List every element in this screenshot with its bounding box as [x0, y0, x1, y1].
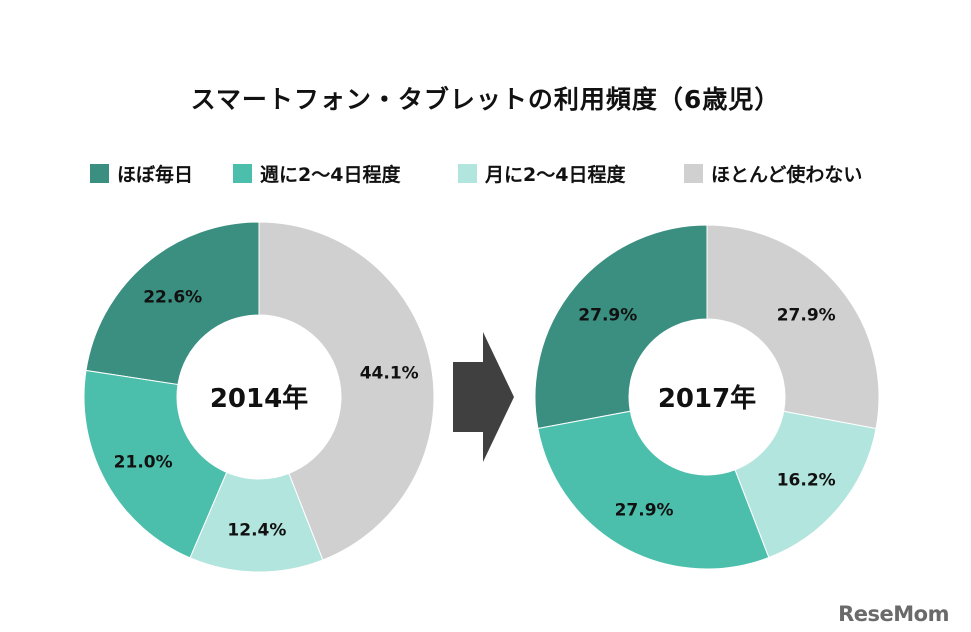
slice-weekly-2014年 [83, 369, 228, 559]
legend-label-rarely: ほとんど使わない [711, 164, 863, 186]
legend-item-weekly: 週に2～4日程度 [233, 160, 400, 187]
slice-label-monthly: 16.2% [777, 470, 836, 490]
legend-item-monthly: 月に2～4日程度 [458, 160, 625, 187]
arrow-right-icon [453, 332, 514, 462]
slice-label-rarely: 27.9% [777, 306, 836, 326]
chart-title: スマートフォン・タブレットの利用頻度（6歳児） [190, 85, 781, 114]
legend-item-rarely: ほとんど使わない [684, 160, 862, 187]
slice-label-weekly: 27.9% [615, 501, 674, 521]
donut-center-label: 2017年 [658, 383, 756, 414]
legend-swatch-rarely [684, 164, 703, 183]
legend-label-daily: ほぼ毎日 [117, 164, 194, 186]
legend-label-weekly: 週に2～4日程度 [260, 164, 401, 186]
donut-center-label: 2014年 [210, 383, 308, 414]
slice-daily-2017年 [534, 224, 708, 430]
slice-daily-2014年 [85, 221, 260, 386]
legend-item-daily: ほぼ毎日 [90, 160, 193, 187]
slice-label-daily: 27.9% [578, 306, 637, 326]
legend-swatch-daily [90, 164, 109, 183]
slice-label-weekly: 21.0% [114, 452, 173, 472]
legend-swatch-monthly [458, 164, 477, 183]
slice-rarely-2014年 [258, 221, 435, 561]
slice-weekly-2017年 [537, 410, 770, 570]
legend: ほぼ毎日 週に2～4日程度 月に2～4日程度 ほとんど使わない [0, 160, 971, 188]
slice-label-daily: 22.6% [143, 287, 202, 307]
brand-logo: ReseMom [838, 602, 949, 626]
slice-label-rarely: 44.1% [360, 363, 419, 383]
legend-swatch-weekly [233, 164, 252, 183]
legend-label-monthly: 月に2～4日程度 [485, 164, 626, 186]
slice-label-monthly: 12.4% [227, 520, 286, 540]
slice-rarely-2017年 [706, 224, 880, 430]
slice-monthly-2017年 [734, 410, 877, 559]
